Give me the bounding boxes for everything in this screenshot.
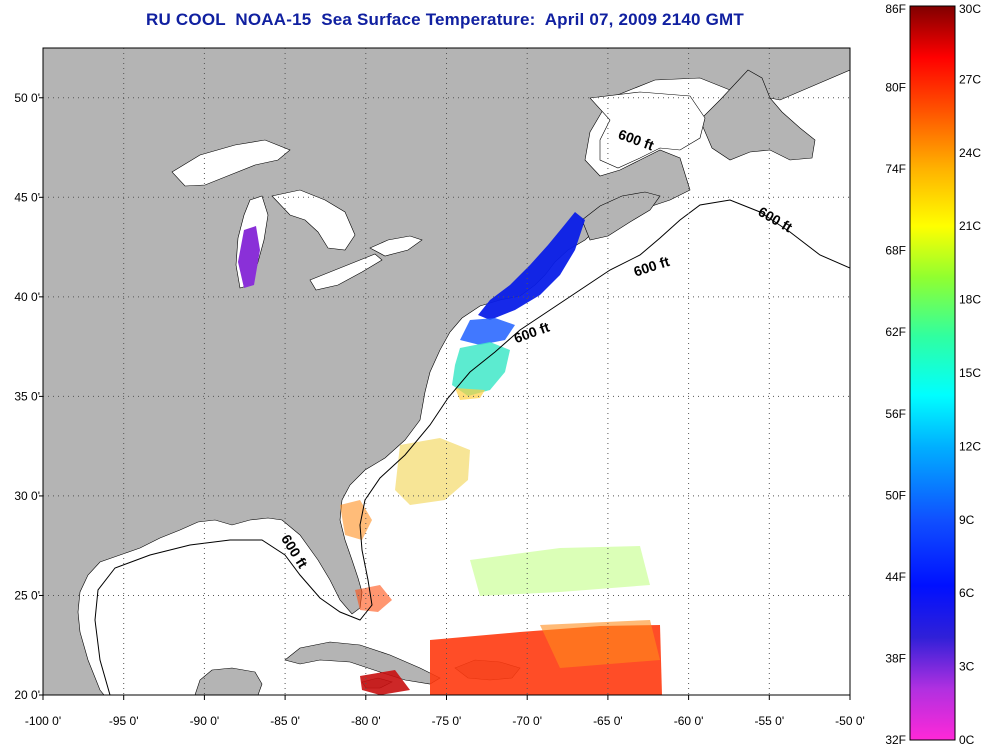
y-tick-label: 20 0' (14, 688, 40, 702)
colorbar-f-label: 80F (885, 81, 906, 95)
colorbar-f-label: 74F (885, 162, 906, 176)
y-tick-label: 35 0' (14, 389, 40, 403)
y-tick-label: 25 0' (14, 588, 40, 602)
y-tick-label: 45 0' (14, 190, 40, 204)
land-nova-scotia (581, 191, 661, 241)
sst-caribbean-orange (540, 620, 660, 668)
lake-superior (171, 139, 291, 187)
map-title: RU COOL NOAA-15 Sea Surface Temperature:… (146, 10, 744, 29)
lake-ontario (369, 235, 423, 257)
colorbar-f-label: 38F (885, 651, 906, 665)
sst-gulfstream-edge (455, 388, 485, 400)
sst-slope-blue (460, 318, 515, 345)
y-tick-label: 50 0' (14, 91, 40, 105)
colorbar-c-label: 3C (959, 660, 975, 674)
x-tick-label: -85 0' (270, 714, 300, 728)
y-tick-label: 40 0' (14, 290, 40, 304)
colorbar-c-label: 24C (959, 146, 981, 160)
colorbar-c-label: 12C (959, 439, 981, 453)
x-tick-label: -80 0' (351, 714, 381, 728)
land-north-america (43, 48, 850, 695)
colorbar-f-label: 56F (885, 407, 906, 421)
x-tick-label: -55 0' (754, 714, 784, 728)
x-tick-label: -65 0' (593, 714, 623, 728)
colorbar (909, 5, 956, 741)
sst-florida-straits (355, 585, 392, 612)
colorbar-c-label: 30C (959, 2, 981, 16)
colorbar-celsius-labels: 30C 27C 24C 21C 18C 15C 12C 9C 6C 3C 0C (959, 2, 981, 747)
y-axis-ticks: 50 0' 45 0' 40 0' 35 0' 30 0' 25 0' 20 0' (14, 91, 43, 702)
sst-bahamas-band (470, 546, 650, 596)
sst-gulf-of-maine (478, 212, 585, 320)
land-yucatan (194, 667, 263, 695)
colorbar-c-label: 6C (959, 586, 975, 600)
colorbar-c-label: 9C (959, 513, 975, 527)
colorbar-f-label: 32F (885, 733, 906, 747)
sst-caribbean-south (360, 670, 410, 695)
sst-florida-coast (340, 500, 372, 540)
colorbar-c-label: 15C (959, 366, 981, 380)
x-tick-label: -75 0' (432, 714, 462, 728)
colorbar-c-label: 27C (959, 72, 981, 86)
gulf-st-lawrence (589, 91, 706, 169)
sst-mid-atlantic (452, 342, 510, 396)
sst-data-layer (238, 212, 662, 695)
colorbar-f-label: 62F (885, 325, 906, 339)
x-tick-label: -95 0' (109, 714, 139, 728)
colorbar-c-label: 0C (959, 733, 975, 747)
x-tick-label: -90 0' (190, 714, 220, 728)
x-tick-label: -50 0' (835, 714, 865, 728)
colorbar-fahrenheit-labels: 86F 80F 74F 68F 62F 56F 50F 44F 38F 32F (885, 2, 906, 747)
x-axis-ticks: -100 0' -95 0' -90 0' -85 0' -80 0' -75 0' -70… (25, 695, 865, 728)
sst-lake-michigan (238, 226, 260, 288)
colorbar-f-label: 68F (885, 244, 906, 258)
land-newfoundland (699, 69, 816, 161)
contour-600ft (94, 199, 850, 695)
colorbar-c-label: 21C (959, 219, 981, 233)
y-tick-label: 30 0' (14, 489, 40, 503)
lake-huron (271, 189, 356, 251)
lake-erie (309, 253, 383, 291)
colorbar-f-label: 50F (885, 488, 906, 502)
sst-sab-yellow (395, 438, 470, 505)
colorbar-c-label: 18C (959, 293, 981, 307)
x-tick-label: -70 0' (512, 714, 542, 728)
colorbar-f-label: 44F (885, 570, 906, 584)
x-tick-label: -60 0' (674, 714, 704, 728)
colorbar-f-label: 86F (885, 2, 906, 16)
x-tick-label: -100 0' (25, 714, 61, 728)
